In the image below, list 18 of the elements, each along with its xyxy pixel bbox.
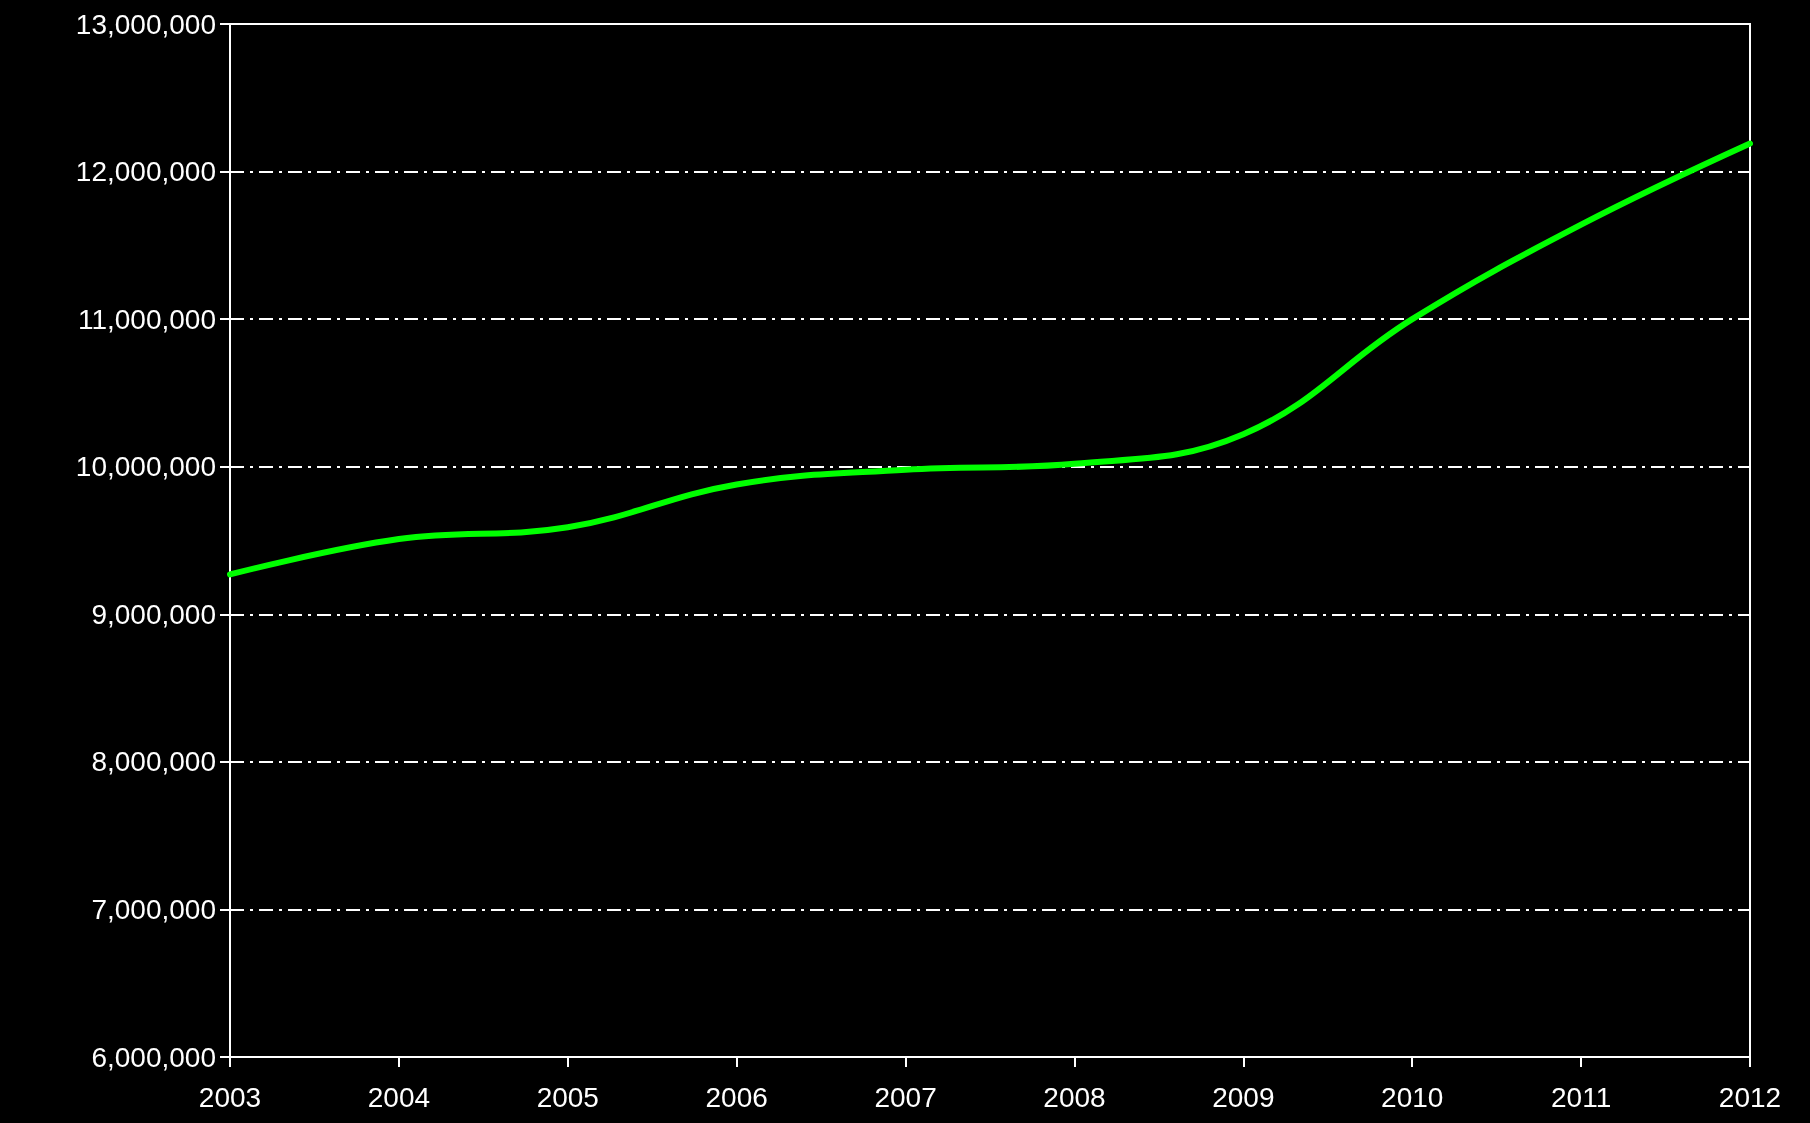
y-tick-label: 6,000,000 <box>91 1041 216 1073</box>
y-tick-label: 8,000,000 <box>91 746 216 778</box>
x-tick-label: 2006 <box>705 1081 768 1113</box>
x-tick-label: 2007 <box>874 1081 937 1113</box>
x-tick-label: 2009 <box>1212 1081 1275 1113</box>
x-tick-label: 2003 <box>198 1081 262 1113</box>
x-tick-label: 2011 <box>1551 1081 1612 1113</box>
y-tick-label: 10,000,000 <box>75 451 216 483</box>
y-tick-label: 7,000,000 <box>91 893 216 925</box>
x-tick-label: 2012 <box>1718 1081 1782 1113</box>
y-tick-label: 11,000,000 <box>77 303 216 335</box>
y-tick-label: 12,000,000 <box>75 156 216 188</box>
x-tick-label: 2005 <box>536 1081 599 1113</box>
x-tick-label: 2004 <box>367 1081 431 1113</box>
x-tick-label: 2008 <box>1043 1081 1106 1113</box>
y-tick-label: 13,000,000 <box>75 8 216 40</box>
x-tick-label: 2010 <box>1381 1081 1444 1113</box>
y-tick-label: 9,000,000 <box>91 598 216 630</box>
